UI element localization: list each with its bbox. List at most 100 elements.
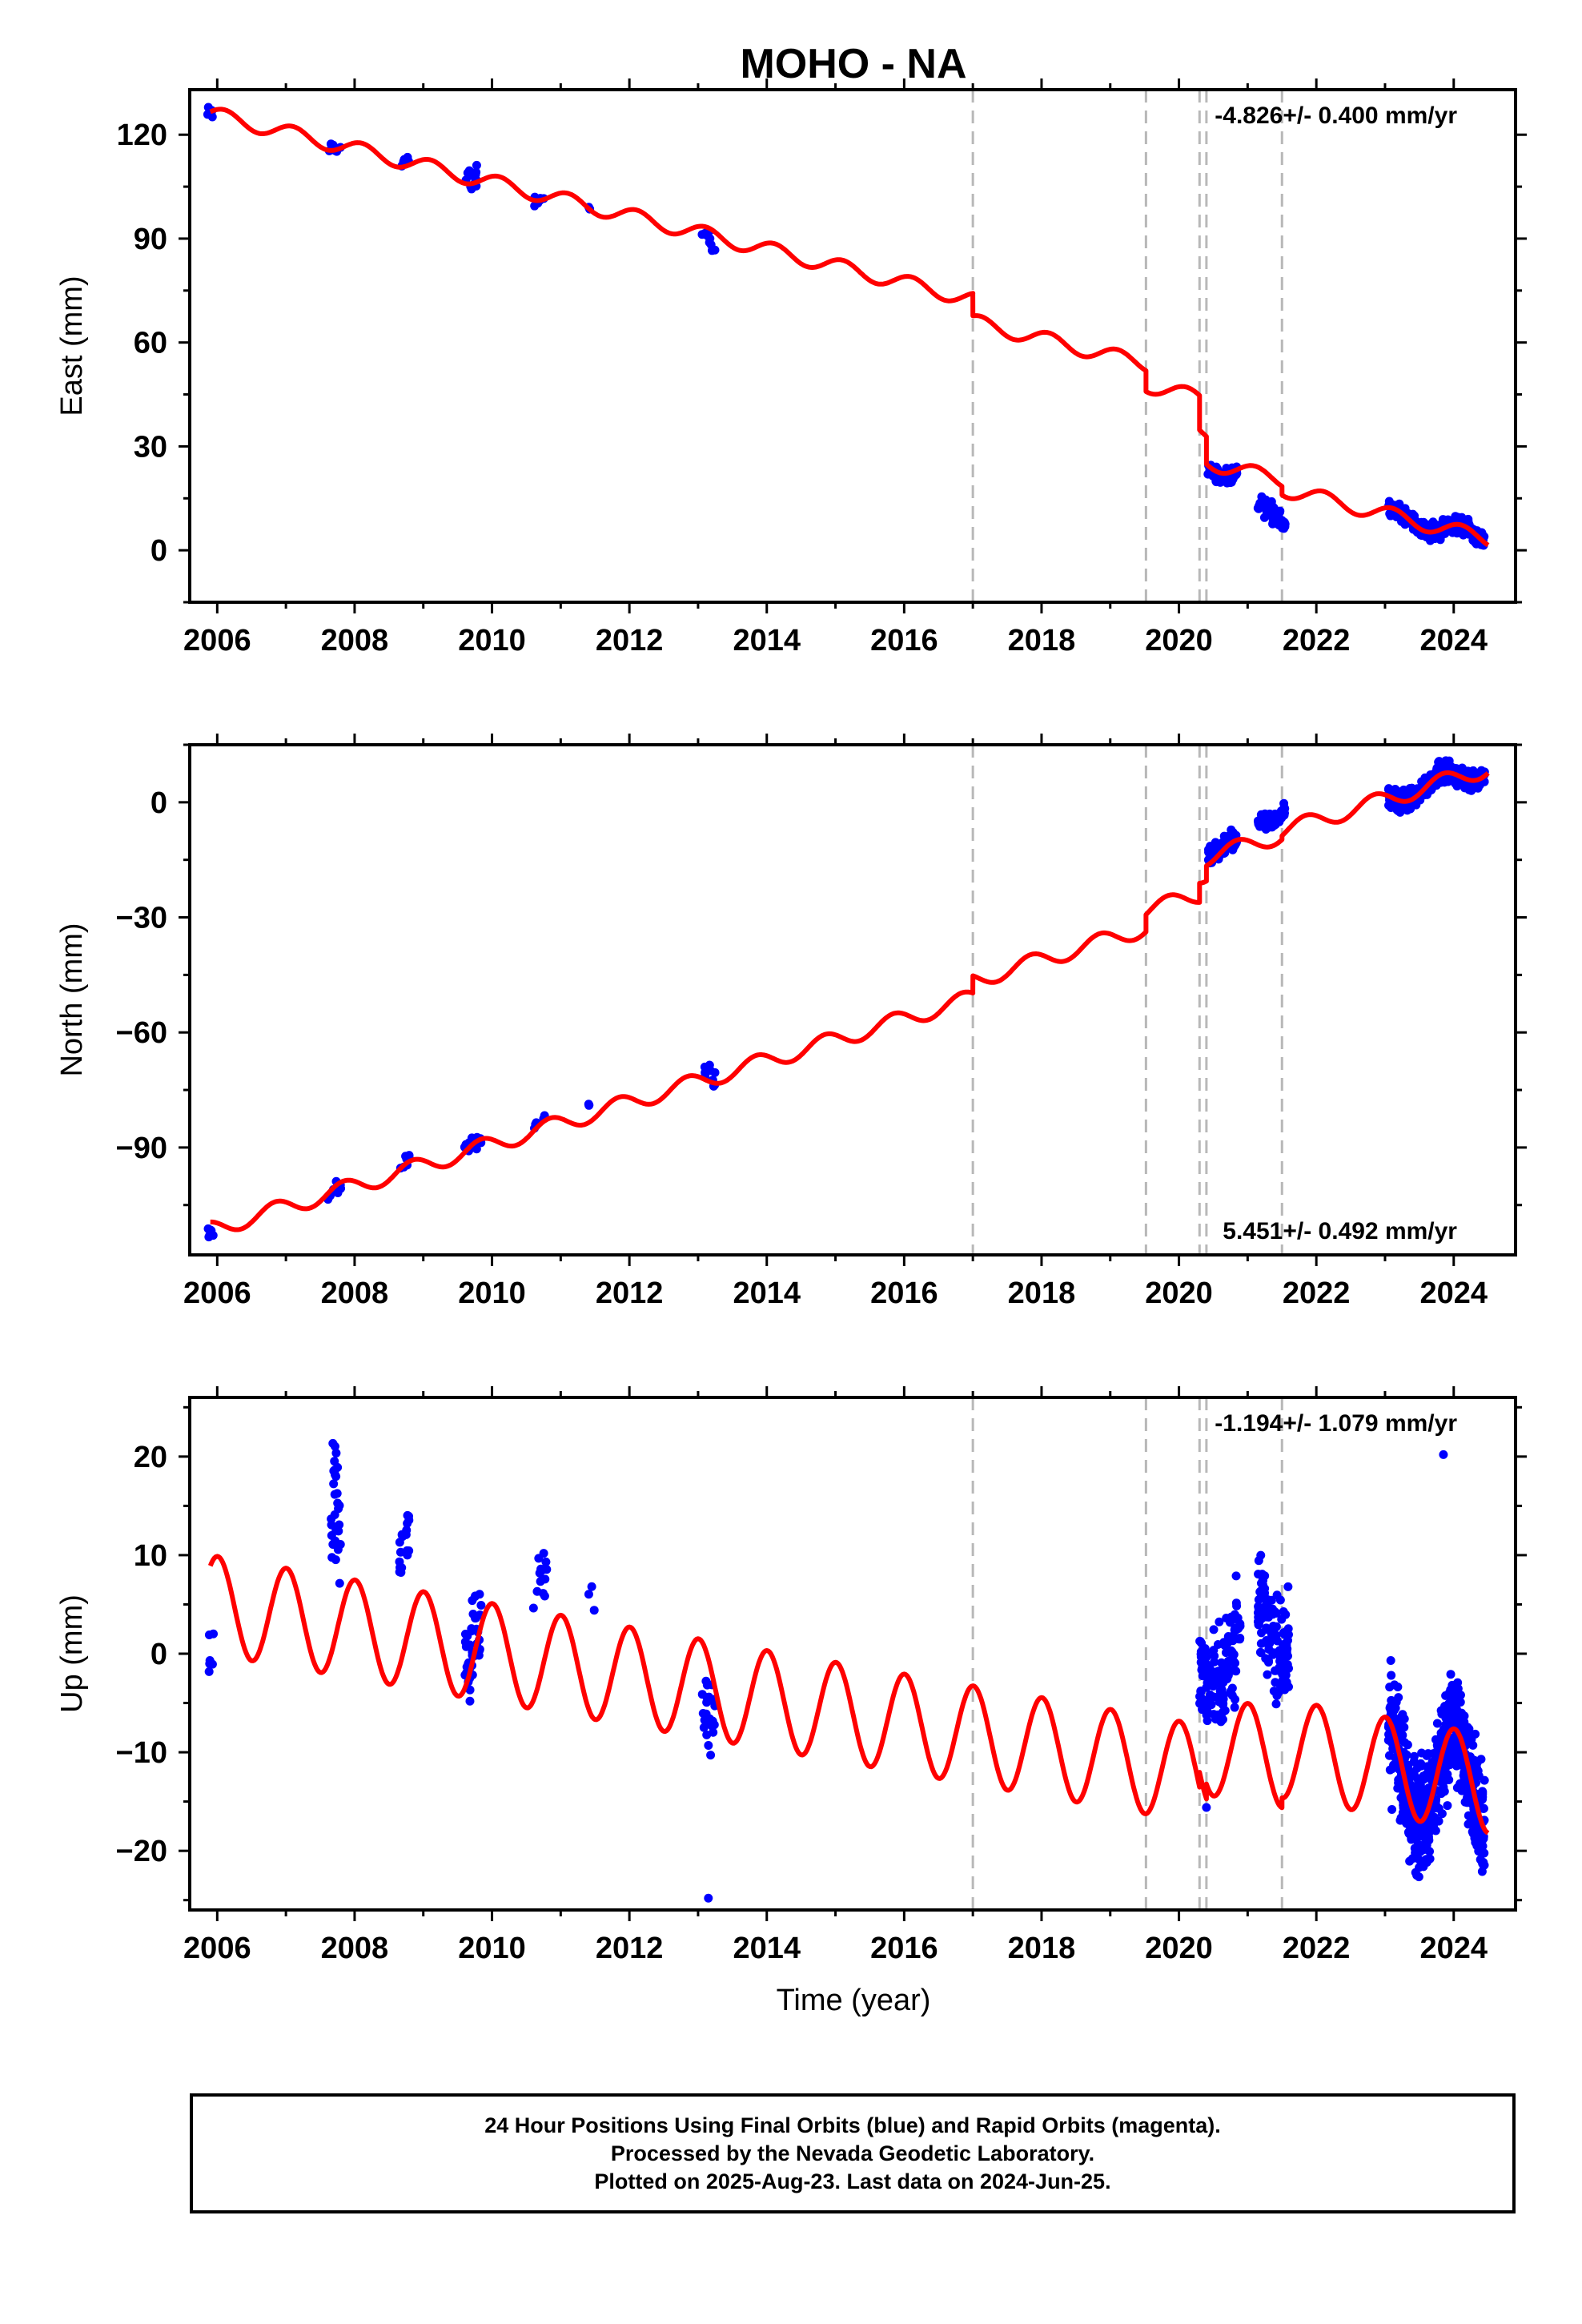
data-point-1054 [1445, 1715, 1455, 1725]
y-tick-label: −90 [116, 1132, 167, 1165]
data-point-5 [203, 110, 212, 119]
data-point-5 [207, 1659, 217, 1669]
data-point-260 [1211, 1715, 1221, 1724]
panel-north: 2006 2008 2010 2012 2014 2016 2018 2020 2022 2024… [55, 734, 1527, 1310]
data-point-963 [1454, 1750, 1464, 1759]
data-point-545 [1444, 774, 1454, 783]
x-tick-label: 2024 [1420, 1932, 1488, 1965]
data-point-78 [463, 1631, 472, 1641]
x-tick-label: 2016 [870, 1277, 938, 1310]
data-point-31 [330, 1457, 339, 1466]
y-axis-label-up: Up (mm) [55, 1594, 89, 1713]
model-curve-up [207, 1554, 1490, 1835]
x-tick-label: 2020 [1145, 624, 1213, 657]
data-point-530 [1451, 512, 1460, 521]
data-point-54 [705, 1066, 715, 1076]
data-point-368 [1282, 1678, 1291, 1687]
data-point-196 [1222, 1614, 1231, 1623]
data-point-192 [1269, 504, 1279, 513]
y-tick-label: −10 [116, 1736, 167, 1770]
data-point-133 [698, 1709, 708, 1719]
data-point-33 [328, 1438, 338, 1448]
data-point-968 [1463, 1793, 1472, 1803]
data-point-394 [1259, 1586, 1268, 1596]
data-point-31 [464, 171, 474, 181]
data-point-13 [329, 1479, 339, 1489]
model-curve-east [209, 107, 1490, 548]
observations-east [203, 103, 1489, 550]
data-point-126 [702, 1730, 712, 1739]
data-point-208 [1231, 1571, 1241, 1581]
data-point-11 [333, 1545, 343, 1554]
x-tick-label: 2020 [1145, 1932, 1213, 1965]
data-point-922 [1419, 1844, 1429, 1854]
plot-frame-east [188, 88, 1517, 604]
data-point-29 [335, 1520, 344, 1530]
data-point-56 [476, 1601, 486, 1610]
data-point-249 [1235, 1619, 1245, 1629]
data-point-227 [1209, 1625, 1219, 1634]
panel-up: 2006 2008 2010 2012 2014 2016 2018 2020 2022 2024… [55, 1386, 1527, 1965]
data-point-241 [1210, 1657, 1219, 1667]
data-point-242 [1227, 1646, 1236, 1655]
data-point-262 [1195, 1636, 1205, 1646]
data-point-52 [397, 1530, 407, 1539]
x-tick-label: 2018 [1008, 1932, 1076, 1965]
data-point-100 [540, 1574, 550, 1584]
data-point-79 [472, 1613, 481, 1622]
data-point-273 [1219, 1677, 1228, 1687]
data-point-24 [330, 1490, 339, 1499]
data-point-401 [1280, 1630, 1290, 1639]
data-point-107 [536, 1565, 546, 1574]
data-point-547 [1395, 499, 1404, 509]
plot-area-up [204, 1397, 1490, 1910]
y-tick-label: −30 [116, 902, 167, 935]
data-point-933 [1390, 1752, 1399, 1762]
data-point-0 [204, 1667, 214, 1676]
data-point-398 [1264, 1645, 1274, 1655]
x-tick-label: 2024 [1420, 1277, 1488, 1310]
data-point-349 [1283, 1582, 1293, 1591]
data-point-44 [584, 1100, 593, 1109]
data-point-493 [1468, 766, 1478, 775]
data-point-213 [1227, 1683, 1237, 1693]
data-point-96 [528, 1603, 538, 1613]
plot-area-east [203, 90, 1490, 602]
data-point-962 [1395, 1815, 1405, 1825]
y-axis-label-east: East (mm) [55, 275, 89, 416]
data-point-122 [1204, 845, 1214, 854]
plot-frame-up [188, 1396, 1517, 1912]
data-point-217 [1217, 1685, 1227, 1695]
data-point-272 [1210, 1651, 1219, 1661]
data-point-1029 [1422, 1751, 1431, 1760]
data-point-236 [1214, 1667, 1223, 1676]
plot-area-north [203, 745, 1490, 1255]
data-point-520 [1435, 533, 1444, 543]
data-point-193 [1274, 513, 1283, 522]
data-point-104 [541, 1557, 551, 1566]
x-tick-label: 2018 [1008, 624, 1076, 657]
data-point-188 [1213, 1639, 1223, 1649]
data-point-528 [1443, 1801, 1452, 1811]
data-point-12 [333, 1188, 343, 1197]
data-point-965 [1412, 1774, 1422, 1783]
x-tick-label: 2022 [1283, 1932, 1351, 1965]
data-point-191 [1255, 501, 1264, 510]
data-point-928 [1456, 1757, 1466, 1767]
data-point-53 [697, 230, 707, 239]
data-point-264 [1235, 1634, 1245, 1643]
data-point-391 [1254, 1595, 1263, 1605]
data-point-949 [1476, 1755, 1486, 1764]
data-point-978 [1459, 1786, 1468, 1795]
data-point-868 [1390, 1680, 1399, 1690]
data-point-389 [1275, 1663, 1284, 1672]
data-point-1007 [1425, 1854, 1435, 1864]
x-tick-label: 2018 [1008, 1277, 1076, 1310]
data-point-783 [1424, 1835, 1434, 1845]
data-point-375 [1268, 1609, 1278, 1618]
data-point-574 [1432, 1719, 1442, 1728]
model-curve-north [209, 770, 1490, 1232]
y-tick-label: 10 [134, 1539, 167, 1573]
data-point-1043 [1414, 1872, 1423, 1882]
